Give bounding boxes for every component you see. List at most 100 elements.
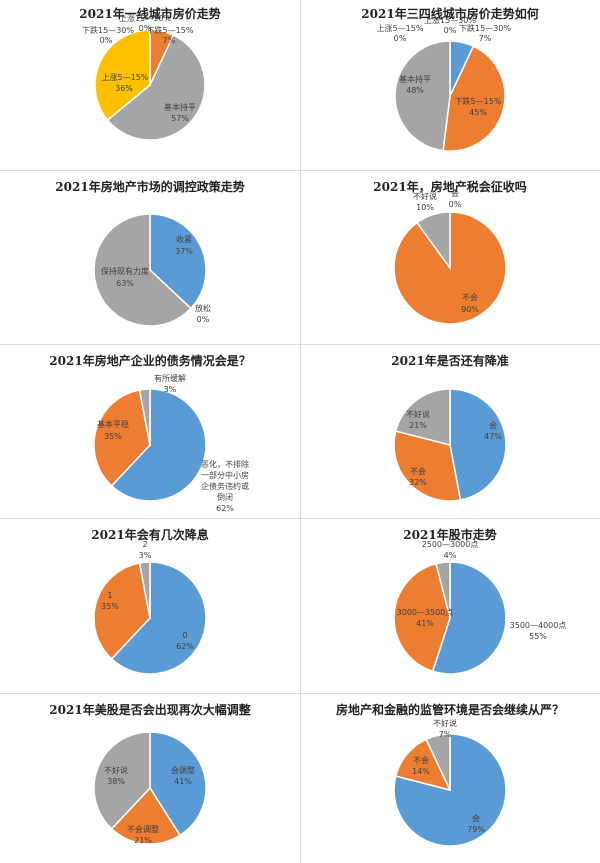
data-label: 48%: [406, 86, 424, 95]
chart-title: 2021年房地产市场的调控政策走势: [55, 180, 245, 194]
pie-slice: [93, 389, 151, 487]
pie-slice: [138, 561, 151, 619]
pie-chart: 上涨15—30%0%下跌15—30%0%下跌5—15%7%上涨5—15%36%基…: [82, 13, 206, 141]
data-label: 62%: [216, 504, 234, 513]
data-label: 79%: [467, 825, 485, 834]
chart-title: 2021年会有几次降息: [91, 528, 209, 542]
grid-divider-vertical: [300, 0, 301, 863]
data-label: 47%: [484, 432, 502, 441]
data-label: 有所缓解: [154, 373, 186, 383]
chart-title: 2021年美股是否会出现再次大幅调整: [49, 703, 251, 717]
data-label: 下跌15—30%: [459, 23, 511, 33]
data-label: 21%: [409, 421, 427, 430]
pie-slice: [394, 40, 451, 152]
data-label: 恶化，不排除: [201, 459, 249, 469]
pie-slice: [93, 562, 151, 660]
grid-divider-horizontal: [0, 693, 600, 694]
data-label: 41%: [416, 619, 434, 628]
data-label: 36%: [115, 84, 133, 93]
data-label: 基本持平: [164, 102, 196, 112]
grid-divider-horizontal: [0, 344, 600, 345]
pie-slice: [106, 34, 206, 141]
data-label: 32%: [409, 478, 427, 487]
pie-chart: 不好说 10% 会 0% 不会 90%: [393, 188, 507, 325]
data-label: 上涨5—15%: [102, 72, 149, 82]
data-label: 不好说: [406, 409, 430, 419]
pie-slice: [416, 211, 451, 271]
chart-panel-policy-trend: 2021年房地产市场的调控政策走势 收紧 37% 保持现有力度 63% 放松 0%: [0, 170, 300, 344]
pie-chart: 2500—3000点 4% 3000—3500点 41% 3500—4000点 55%: [393, 540, 567, 675]
chart-title: 2021年一线城市房价走势: [79, 7, 221, 21]
pie-slice: [435, 561, 451, 619]
grid-divider-horizontal: [0, 518, 600, 519]
data-label: 不会: [413, 755, 429, 765]
pie-slice: [149, 213, 207, 310]
data-label: 14%: [412, 767, 430, 776]
data-label: 0%: [100, 36, 113, 45]
data-label: 7%: [163, 36, 176, 45]
data-label: 0%: [449, 200, 462, 209]
data-label: 0%: [139, 24, 152, 33]
chart-panel-stock-market: 2021年股市走势 2500—3000点 4% 3000—3500点 41% 3500—4…: [300, 518, 600, 693]
data-label: 上涨15—30%: [119, 13, 171, 23]
pie-slice: [393, 430, 462, 502]
data-label: 不好说: [433, 718, 457, 728]
data-label: 0: [182, 631, 187, 640]
pie-chart: 不好说 21% 会 47% 不会 32%: [393, 388, 507, 502]
data-label: 38%: [107, 777, 125, 786]
data-label: 55%: [529, 632, 547, 641]
data-label: 3%: [139, 551, 152, 560]
data-label: 保持现有力度: [101, 266, 149, 276]
pie-slice: [425, 733, 451, 791]
pie-slice: [110, 786, 182, 845]
data-label: 不会: [410, 466, 426, 476]
pie-slice: [93, 731, 151, 830]
data-label: 0%: [444, 26, 457, 35]
chart-panel-rate-cuts: 2021年会有几次降息 2 3% 1 35% 0 62%: [0, 518, 300, 693]
data-label: 下跌5—15%: [147, 25, 194, 35]
pie-slice: [431, 561, 507, 675]
data-label: 41%: [174, 777, 192, 786]
data-label: 63%: [116, 279, 134, 288]
data-label: 3%: [164, 385, 177, 394]
data-label: 7%: [439, 730, 452, 739]
chart-panel-rrr-cut: 2021年是否还有降准不好说 21% 会 47% 不会 32%: [300, 344, 600, 518]
data-label: 上涨5—15%: [377, 23, 424, 33]
pie-slice: [93, 213, 192, 327]
chart-title: 2021年股市走势: [403, 528, 497, 542]
data-label: 3500—4000点: [510, 621, 567, 630]
pie-slice: [442, 45, 506, 152]
pie-slice: [110, 561, 207, 675]
grid-divider-horizontal: [0, 170, 600, 171]
pie-slice: [94, 29, 151, 122]
chart-panel-tier1-housing: 2021年一线城市房价走势 上涨15—30% 0% 下跌15—30% 0% 下跌5—15%…: [0, 0, 300, 170]
data-label: 下跌5—15%: [455, 96, 502, 106]
data-label: 不好说: [413, 191, 437, 201]
pie-slice: [449, 388, 507, 501]
data-label: 会调整: [171, 765, 195, 775]
data-label: 放松: [195, 303, 211, 313]
data-label: 35%: [101, 602, 119, 611]
data-label: 会: [489, 420, 497, 430]
data-label: 基本持平: [399, 74, 431, 84]
data-label: 90%: [461, 305, 479, 314]
data-label: 会: [472, 813, 480, 823]
data-label: 1: [107, 591, 112, 600]
data-label: 会: [451, 188, 459, 198]
data-label: 收紧: [176, 234, 192, 244]
pie-chart: 2 3% 1 35% 0 62%: [93, 540, 207, 675]
data-label: 21%: [134, 836, 152, 845]
chart-title: 2021年三四线城市房价走势如何: [361, 7, 539, 21]
pie-slice: [138, 388, 151, 446]
data-label: 上涨15—30%: [424, 15, 476, 25]
data-label: 不会: [462, 292, 478, 302]
chart-panel-us-stocks: 2021年美股是否会出现再次大幅调整 不好说 38% 会调整 41% 不会调整 21%: [0, 693, 300, 863]
chart-panel-property-tax: 2021年，房地产税会征收吗 不好说 10% 会 0% 不会 90%: [300, 170, 600, 344]
data-label: 倒闭: [217, 492, 233, 502]
data-label: 3000—3500点: [397, 608, 454, 617]
pie-slice: [393, 562, 451, 673]
chart-title: 2021年是否还有降准: [391, 354, 509, 368]
pie-slice: [110, 388, 207, 502]
